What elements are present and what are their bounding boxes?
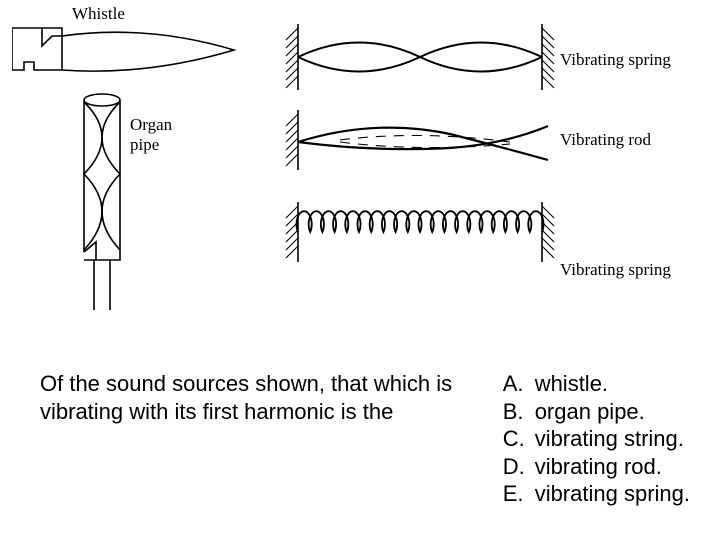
option-text: vibrating string. <box>535 425 690 453</box>
option-text: vibrating rod. <box>535 453 690 481</box>
option-texts: whistle.organ pipe.vibrating string.vibr… <box>535 370 690 508</box>
option-letter: A. <box>503 370 525 398</box>
option-text: whistle. <box>535 370 690 398</box>
whistle-label: Whistle <box>72 4 125 24</box>
organ-pipe-label: Organ pipe <box>130 115 172 155</box>
vibrating-spring-bottom-label: Vibrating spring <box>560 260 671 280</box>
option-letter: C. <box>503 425 525 453</box>
organ-pipe-diagram <box>78 92 126 310</box>
question-stem: Of the sound sources shown, that which i… <box>40 370 463 508</box>
option-letter: E. <box>503 480 525 508</box>
option-letters: A.B.C.D.E. <box>503 370 525 508</box>
vibrating-spring-top-diagram <box>280 22 560 92</box>
answer-options: A.B.C.D.E. whistle.organ pipe.vibrating … <box>503 370 690 508</box>
option-text: organ pipe. <box>535 398 690 426</box>
question-block: Of the sound sources shown, that which i… <box>40 370 690 508</box>
option-letter: B. <box>503 398 525 426</box>
option-letter: D. <box>503 453 525 481</box>
vibrating-rod-label: Vibrating rod <box>560 130 651 150</box>
option-text: vibrating spring. <box>535 480 690 508</box>
vibrating-spring-bottom-diagram <box>280 200 560 264</box>
vibrating-rod-diagram <box>280 108 560 172</box>
vibrating-spring-top-label: Vibrating spring <box>560 50 671 70</box>
whistle-diagram <box>12 22 237 80</box>
